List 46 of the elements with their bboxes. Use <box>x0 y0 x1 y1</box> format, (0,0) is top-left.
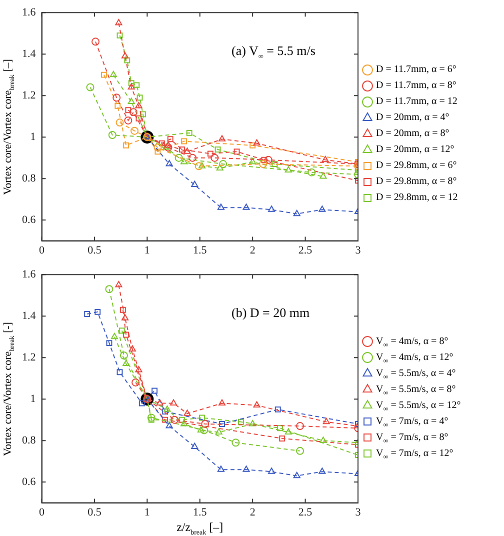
legend-label: D = 29.8mm, α = 8° <box>376 176 457 188</box>
legend-label: V$_{∞}$ = 5.5m/s, α = 4° <box>376 368 456 382</box>
y-tick-label: 0.8 <box>22 434 36 446</box>
x-tick-label: 2 <box>250 244 256 256</box>
legend-label: V$_{∞}$ = 7m/s, α = 4° <box>376 416 448 430</box>
annotation: (b) D = 20 mm <box>232 304 310 321</box>
y-tick-label: 1 <box>30 392 36 405</box>
legend-label: D = 29.8mm, α = 6° <box>376 160 457 172</box>
x-tick-label: 3 <box>355 506 362 518</box>
legend-label: D = 20mm, α = 4° <box>376 112 450 124</box>
legend-label: V$_{∞}$ = 4m/s, α = 8° <box>376 336 448 350</box>
x-tick-label: 2.5 <box>298 244 313 256</box>
y-tick-label: 1.4 <box>22 48 36 60</box>
x-tick-label: 1.5 <box>193 506 208 518</box>
x-tick-label: 1.5 <box>193 244 208 256</box>
y-tick-label: 0.6 <box>22 214 36 226</box>
y-tick-label: 0.8 <box>22 172 36 184</box>
y-tick-label: 1.6 <box>22 268 36 280</box>
y-tick-label: 0.6 <box>22 476 36 488</box>
x-tick-label: 0 <box>39 244 45 256</box>
x-tick-label: 1 <box>144 506 150 518</box>
legend-label: D = 20mm, α = 8° <box>376 128 450 140</box>
x-tick-label: 2.5 <box>298 506 313 518</box>
legend-label: V$_{∞}$ = 7m/s, α = 8° <box>376 432 448 446</box>
legend-label: D = 11.7mm, α = 8° <box>376 80 456 92</box>
legend-label: D = 29.8mm, α = 12 <box>376 192 458 204</box>
y-tick-label: 1 <box>30 130 36 143</box>
legend-label: D = 11.7mm, α = 6° <box>376 64 456 76</box>
y-tick-label: 1.6 <box>22 6 36 18</box>
legend-label: V$_{∞}$ = 4m/s, α = 12° <box>376 352 454 366</box>
legend-label: V$_{∞}$ = 5.5m/s, α = 8° <box>376 384 456 398</box>
legend-label: D = 11.7mm, α = 12 <box>376 96 458 108</box>
x-tick-label: 0.5 <box>88 506 102 518</box>
x-tick-label: 0 <box>39 506 45 518</box>
x-tick-label: 1 <box>144 244 150 256</box>
legend-label: V$_{∞}$ = 5.5m/s, α = 12° <box>376 400 461 414</box>
x-tick-label: 3 <box>355 244 362 256</box>
x-tick-label: 0.5 <box>88 244 102 256</box>
annotation: (a) V$_{∞}$ = 5.5 m/s <box>232 42 316 60</box>
y-tick-label: 1.2 <box>22 351 36 364</box>
y-tick-label: 1.2 <box>22 89 36 102</box>
legend-label: V$_{∞}$ = 7m/s, α = 12° <box>376 448 454 462</box>
y-tick-label: 1.4 <box>22 310 36 322</box>
x-axis-title: z/z$_{break}$ [–] <box>176 520 224 536</box>
x-tick-label: 2 <box>250 506 256 518</box>
legend-label: D = 20mm, α = 12° <box>376 144 454 156</box>
